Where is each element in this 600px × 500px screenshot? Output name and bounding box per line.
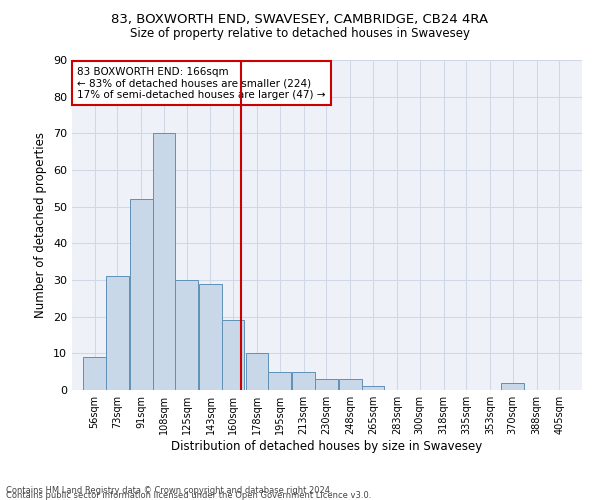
Bar (175, 280, 198, 390)
Y-axis label: Number of detached properties: Number of detached properties (34, 132, 47, 318)
Bar (502, 382, 524, 390)
Bar (83, 357, 106, 390)
Bar (315, 379, 338, 390)
X-axis label: Distribution of detached houses by size in Swavesey: Distribution of detached houses by size … (172, 440, 482, 453)
Text: Contains HM Land Registry data © Crown copyright and database right 2024.: Contains HM Land Registry data © Crown c… (6, 486, 332, 495)
Bar (106, 276, 128, 390)
Bar (339, 379, 362, 390)
Bar (246, 354, 268, 390)
Bar (152, 134, 175, 390)
Text: 83 BOXWORTH END: 166sqm
← 83% of detached houses are smaller (224)
17% of semi-d: 83 BOXWORTH END: 166sqm ← 83% of detache… (77, 66, 326, 100)
Bar (199, 284, 222, 390)
Bar (130, 200, 152, 390)
Text: Contains public sector information licensed under the Open Government Licence v3: Contains public sector information licen… (6, 491, 371, 500)
Text: 83, BOXWORTH END, SWAVESEY, CAMBRIDGE, CB24 4RA: 83, BOXWORTH END, SWAVESEY, CAMBRIDGE, C… (112, 12, 488, 26)
Bar (222, 320, 244, 390)
Bar (362, 386, 384, 390)
Bar (268, 372, 291, 390)
Bar (292, 372, 315, 390)
Text: Size of property relative to detached houses in Swavesey: Size of property relative to detached ho… (130, 28, 470, 40)
